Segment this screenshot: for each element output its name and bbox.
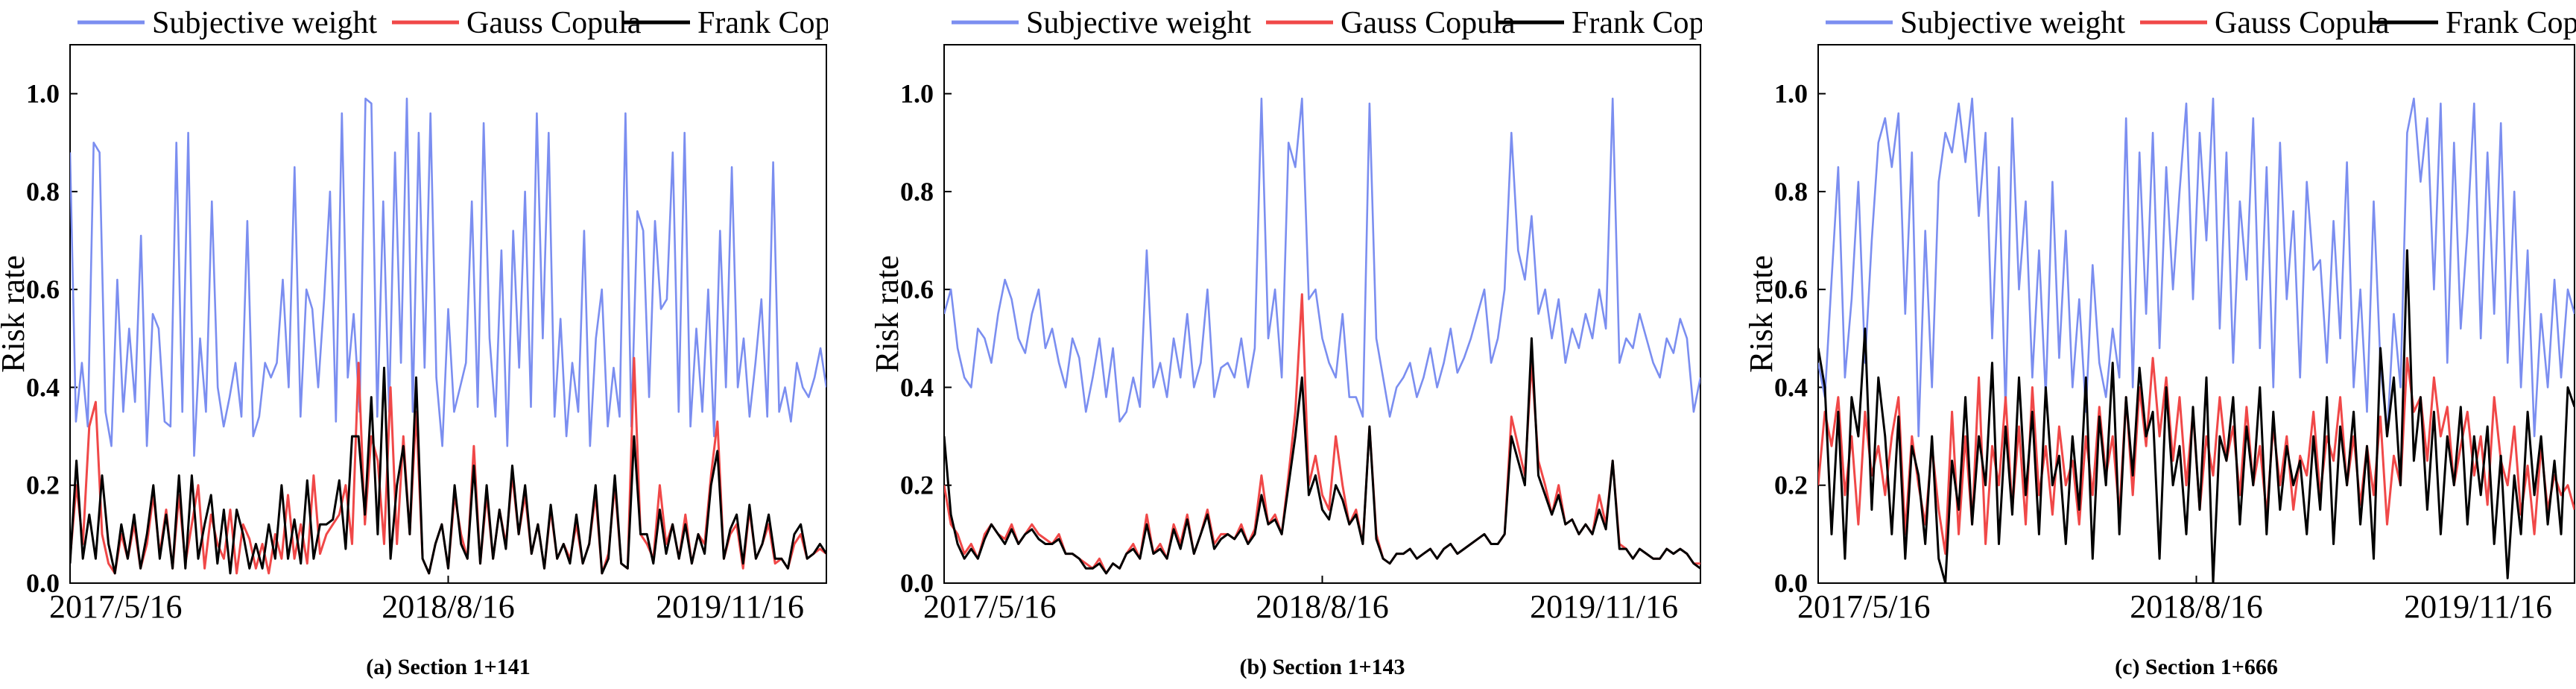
y-tick-label: 0.0	[26, 568, 60, 598]
y-axis-label: Risk rate	[1748, 255, 1779, 373]
y-tick-label: 0.0	[1774, 568, 1808, 598]
y-tick-label: 0.0	[900, 568, 934, 598]
x-tick-label: 2017/5/16	[1797, 588, 1930, 625]
series-line-subjective-weight	[70, 97, 826, 457]
y-tick-label: 1.0	[1774, 79, 1808, 109]
y-tick-label: 0.8	[26, 177, 60, 207]
panel-caption: (c) Section 1+666	[2115, 655, 2278, 679]
y-tick-label: 0.6	[26, 274, 60, 304]
series-line-subjective-weight	[1818, 97, 2575, 438]
chart-svg-3: 0.0 0.2 0.4 0.6 0.8 1.0 Risk rate 2017/5/16 2018…	[1748, 6, 2576, 679]
legend-label: Frank Copula	[2446, 6, 2576, 40]
y-tick-label: 0.2	[26, 471, 60, 500]
y-axis-label: Risk rate	[0, 255, 31, 373]
legend-label: Gauss Copula	[466, 6, 642, 40]
panel-caption: (b) Section 1+143	[1239, 655, 1405, 679]
chart-svg-2: 0.0 0.2 0.4 0.6 0.8 1.0 Risk rate 2017/5/16 2018…	[874, 6, 1702, 679]
legend-label: Subjective weight	[1026, 6, 1251, 40]
y-tick-label: 0.6	[900, 274, 934, 304]
plot-frame	[943, 44, 1701, 584]
chart-panel-1: 0.0 0.2 0.4 0.6 0.8 1.0 Risk rate 2017/5/16 2018…	[0, 0, 828, 689]
legend-label: Subjective weight	[152, 6, 377, 40]
y-tick-label: 0.4	[26, 372, 60, 402]
x-tick-label: 2018/8/16	[382, 588, 514, 625]
y-tick-label: 0.2	[900, 471, 934, 500]
y-tick-label: 0.2	[1774, 471, 1808, 500]
y-tick-label: 0.4	[900, 372, 934, 402]
y-axis-label: Risk rate	[874, 255, 905, 373]
x-tick-label: 2018/8/16	[2130, 588, 2262, 625]
legend-label: Gauss Copula	[1341, 6, 1516, 40]
x-tick-label: 2019/11/16	[2404, 588, 2552, 625]
y-tick-label: 0.6	[1774, 274, 1808, 304]
panel-caption: (a) Section 1+141	[366, 655, 530, 679]
x-tick-label: 2018/8/16	[1256, 588, 1388, 625]
y-tick-label: 0.8	[1774, 177, 1808, 207]
x-tick-label: 2019/11/16	[656, 588, 804, 625]
x-tick-label: 2017/5/16	[923, 588, 1056, 625]
series-line-frank-copula	[944, 337, 1700, 575]
chart-svg-1: 0.0 0.2 0.4 0.6 0.8 1.0 Risk rate 2017/5/16 2018…	[0, 6, 828, 679]
series-line-subjective-weight	[944, 97, 1700, 423]
x-tick-label: 2017/5/16	[49, 588, 182, 625]
y-tick-label: 1.0	[900, 79, 934, 109]
legend-label: Gauss Copula	[2215, 6, 2390, 40]
chart-panel-2: 0.0 0.2 0.4 0.6 0.8 1.0 Risk rate 2017/5/16 2018…	[874, 0, 1702, 689]
legend-label: Subjective weight	[1900, 6, 2125, 40]
series-line-frank-copula	[1818, 249, 2575, 583]
legend-label: Frank Copula	[697, 6, 828, 40]
chart-panel-3: 0.0 0.2 0.4 0.6 0.8 1.0 Risk rate 2017/5/16 2018…	[1748, 0, 2576, 689]
y-tick-label: 1.0	[26, 79, 60, 109]
series-line-frank-copula	[70, 366, 826, 575]
x-tick-label: 2019/11/16	[1530, 588, 1678, 625]
y-tick-label: 0.8	[900, 177, 934, 207]
y-tick-label: 0.4	[1774, 372, 1808, 402]
legend-label: Frank Copula	[1572, 6, 1702, 40]
